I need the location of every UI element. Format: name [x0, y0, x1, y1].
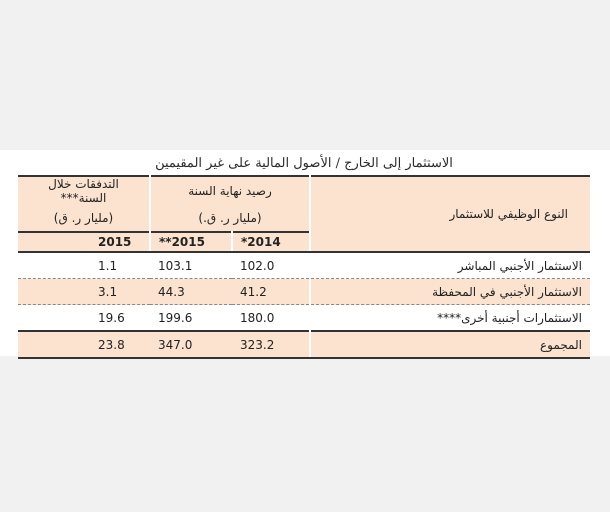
header-type: النوع الوظيفي للاستثمار	[309, 175, 590, 253]
table-row: الاستثمار الأجنبي في المحفظة 41.2 44.3 3…	[18, 278, 590, 305]
cell-2015: 199.6	[150, 304, 232, 332]
header-unit-row: (مليار ر. ق.) (مليار ر. ق)	[18, 205, 590, 232]
total-2014: 323.2	[232, 330, 310, 359]
header-balance-unit: (مليار ر. ق.)	[149, 205, 310, 232]
cell-flow: 3.1	[18, 278, 150, 305]
header-row: النوع الوظيفي للاستثمار رصيد نهاية السنة…	[18, 175, 590, 253]
cell-2014: 41.2	[232, 278, 310, 305]
table-row: الاستثمارات أجنبية أخرى**** 180.0 199.6 …	[18, 304, 590, 332]
row-label: الاستثمار الأجنبي المباشر	[309, 252, 590, 279]
investment-table: النوع الوظيفي للاستثمار رصيد نهاية السنة…	[18, 175, 590, 359]
header-balance: رصيد نهاية السنة	[149, 175, 310, 205]
total-label: المجموع	[309, 330, 590, 359]
cell-2015: 103.1	[150, 252, 232, 279]
cell-2014: 102.0	[232, 252, 310, 279]
total-2015: 347.0	[150, 330, 232, 359]
table-title: الاستثمار إلى الخارج / الأصول المالية عل…	[155, 156, 453, 171]
total-flow: 23.8	[18, 330, 150, 359]
cell-2015: 44.3	[150, 278, 232, 305]
header-2014: 2014*	[231, 231, 310, 253]
row-label: الاستثمار الأجنبي في المحفظة	[309, 278, 590, 305]
header-2015-flows: 2015	[18, 231, 150, 253]
header-flows-unit: (مليار ر. ق)	[18, 205, 150, 232]
table-row: الاستثمار الأجنبي المباشر 102.0 103.1 1.…	[18, 252, 590, 279]
row-label: الاستثمارات أجنبية أخرى****	[309, 304, 590, 332]
cell-flow: 19.6	[18, 304, 150, 332]
header-2015-balance: 2015**	[149, 231, 232, 253]
cell-flow: 1.1	[18, 252, 150, 279]
cell-2014: 180.0	[232, 304, 310, 332]
total-row: المجموع 323.2 347.0 23.8	[18, 330, 590, 359]
header-year-row: 2014* 2015** 2015	[18, 231, 590, 253]
header-flows: التدفقات خلال السنة***	[18, 175, 150, 205]
